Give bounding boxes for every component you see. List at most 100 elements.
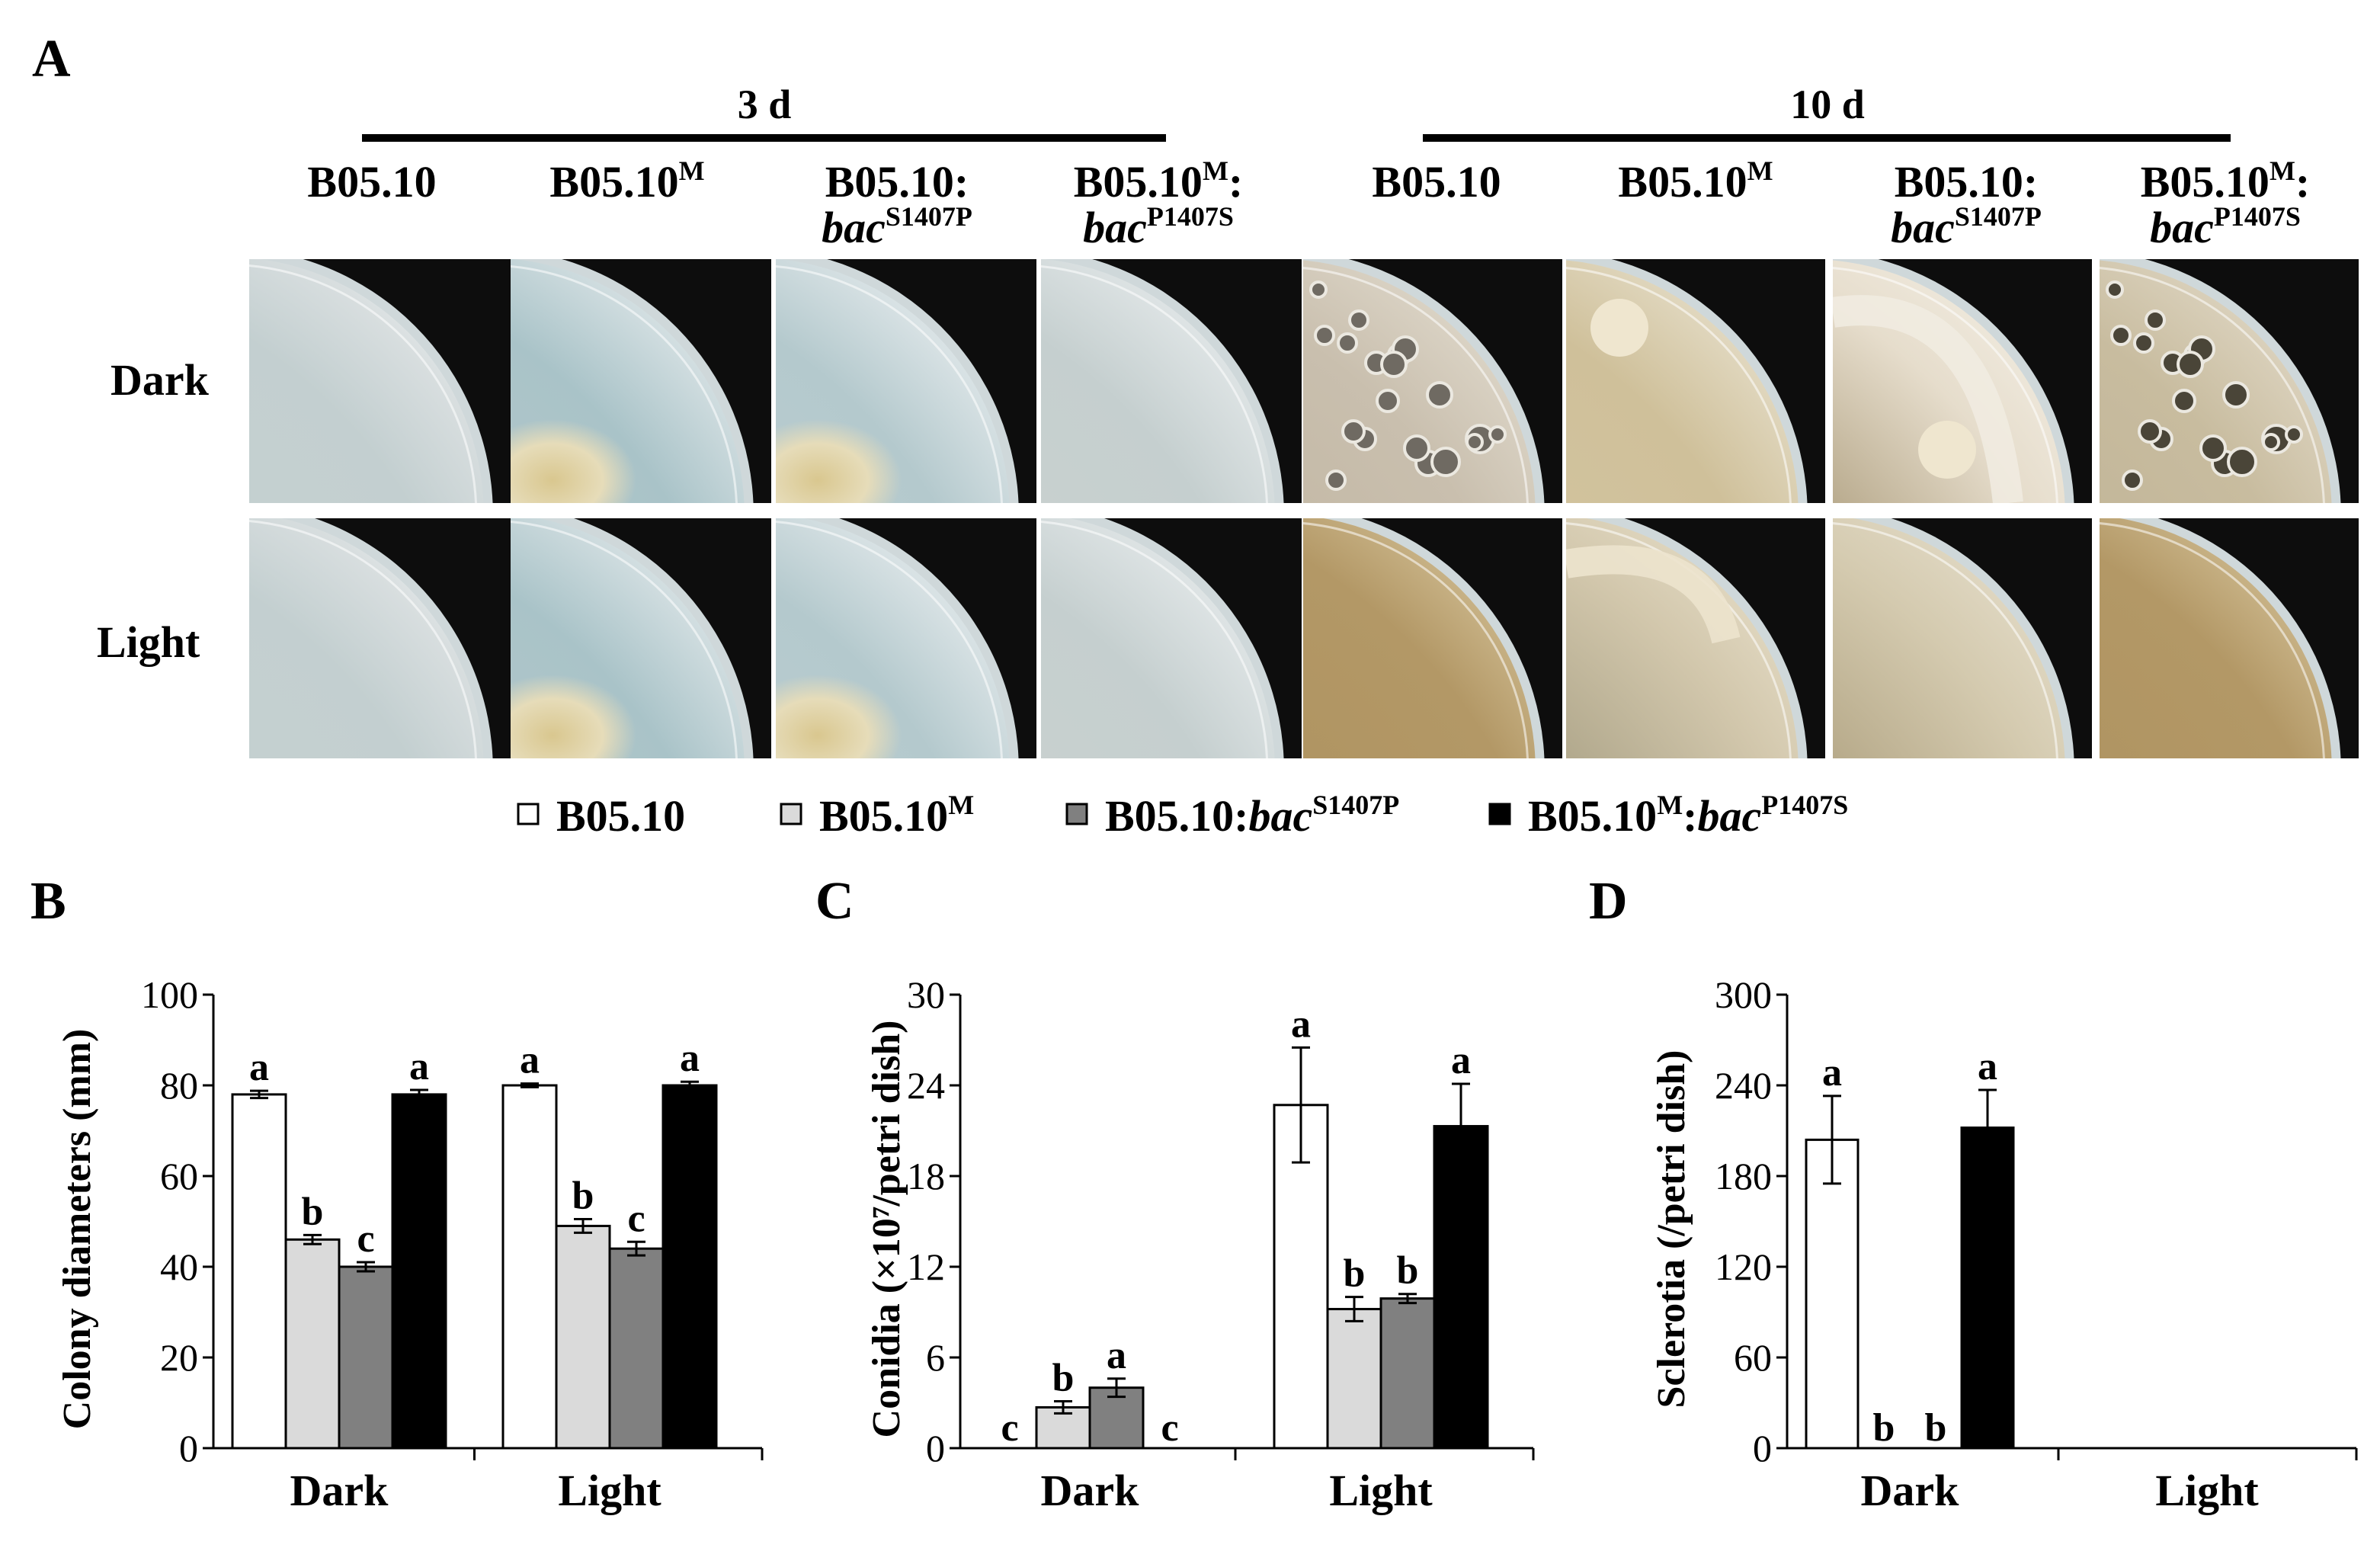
chart-panel-B: B 0 20 40 60 80 100 Colony diameters (mm) Dark a b… <box>30 872 764 1515</box>
significance-letter-C-dark-4: c <box>1161 1406 1178 1450</box>
petri-photo-dark-7 <box>1833 259 2092 503</box>
y-tick-label-C-1: 6 <box>926 1336 945 1379</box>
x-category-label-C-light: Light <box>1329 1466 1433 1515</box>
petri-photo-light-7 <box>1833 518 2092 758</box>
strain-header-line2-3d-3: bacS1407P <box>822 201 972 252</box>
y-tick-label-D-5: 300 <box>1715 973 1772 1016</box>
timepoint-label-10d: 10 d <box>1790 82 1865 127</box>
petri-photo-dark-4 <box>1041 259 1302 503</box>
petri-dish-photos <box>249 259 2359 758</box>
legend-swatch-2 <box>780 803 802 825</box>
significance-letter-C-light-2: b <box>1344 1252 1366 1296</box>
y-tick-label-D-1: 60 <box>1734 1336 1772 1379</box>
y-tick-label-D-4: 240 <box>1715 1064 1772 1107</box>
petri-photo-light-2 <box>511 518 771 758</box>
x-category-label-B-light: Light <box>558 1466 661 1515</box>
significance-letter-B-light-4: a <box>680 1037 700 1080</box>
strain-header-3d-3: B05.10: <box>825 157 969 207</box>
y-axis-label-C: Conidia (×10⁷/petri dish) <box>865 1021 908 1438</box>
strain-header-line2-10d-3: bacS1407P <box>1891 201 2042 252</box>
bar-B-light-2 <box>555 1224 611 1450</box>
significance-letter-B-light-3: c <box>627 1197 645 1240</box>
y-tick-label-D-3: 180 <box>1715 1155 1772 1197</box>
x-category-label-D-light: Light <box>2155 1466 2259 1515</box>
legend-label-3: B05.10:bacS1407P <box>1105 790 1399 841</box>
petri-photo-light-6 <box>1566 518 1825 758</box>
strain-header-3d-1: B05.10 <box>307 157 436 207</box>
timepoint-bar-3d <box>362 134 1166 142</box>
bar-B-light-1 <box>501 1084 558 1450</box>
timepoint-label-3d: 3 d <box>738 82 792 127</box>
y-tick-label-B-0: 0 <box>179 1427 198 1469</box>
panel-letter-C: C <box>815 872 854 931</box>
chart-panel-D: D 0 60 120 180 240 300 Sclerotia (/petri dish) D… <box>1589 872 2358 1515</box>
legend: B05.10 B05.10M B05.10:bacS1407P B05.10M:bac… <box>517 790 1848 841</box>
strain-header-10d-4: B05.10M: <box>2141 155 2311 207</box>
significance-letter-D-dark-4: a <box>1978 1045 1997 1088</box>
bar-C-light-3 <box>1379 1297 1436 1450</box>
y-axis-label-D: Sclerotia (/petri dish) <box>1650 1050 1693 1409</box>
significance-letter-B-light-2: b <box>572 1175 594 1218</box>
panel-letter-D: D <box>1589 872 1628 931</box>
y-tick-label-B-3: 60 <box>160 1155 198 1197</box>
chart-panel-C: C 0 6 12 18 24 30 Conidia (×10⁷/petri dish) Dark… <box>815 872 1535 1515</box>
legend-label-4: B05.10M:bacP1407S <box>1528 790 1848 841</box>
y-tick-label-C-5: 30 <box>907 973 945 1016</box>
y-tick-label-B-2: 40 <box>160 1245 198 1288</box>
bar-B-light-4 <box>661 1084 718 1450</box>
significance-letter-B-dark-3: c <box>357 1217 374 1261</box>
y-tick-label-B-1: 20 <box>160 1336 198 1379</box>
strain-headers: B05.10 B05.10M B05.10:bacS1407PB05.10M:bac… <box>307 155 2310 252</box>
row-label-dark: Dark <box>111 355 210 405</box>
panel-a-letter: A <box>32 30 71 88</box>
bar-B-dark-4 <box>391 1093 447 1450</box>
significance-letter-C-light-1: a <box>1291 1002 1311 1046</box>
y-tick-label-B-5: 100 <box>141 973 198 1016</box>
x-category-label-D-dark: Dark <box>1861 1466 1960 1515</box>
significance-letter-C-light-4: a <box>1451 1039 1471 1082</box>
significance-letter-C-light-3: b <box>1397 1249 1419 1293</box>
petri-photo-dark-1 <box>249 259 511 503</box>
petri-photo-dark-5 <box>1303 259 1562 503</box>
bar-B-dark-2 <box>284 1238 341 1450</box>
timepoint-bar-10d <box>1423 134 2231 142</box>
significance-letter-B-dark-4: a <box>409 1045 429 1088</box>
strain-header-10d-1: B05.10 <box>1372 157 1501 207</box>
bar-B-light-3 <box>608 1247 665 1450</box>
petri-photo-light-4 <box>1041 518 1302 758</box>
significance-letter-C-dark-3: a <box>1107 1334 1126 1377</box>
y-axis-label-B: Colony diameters (mm) <box>56 1029 99 1430</box>
significance-letter-D-dark-2: b <box>1873 1406 1895 1450</box>
petri-photo-dark-2 <box>511 259 771 503</box>
legend-swatch-3 <box>1065 803 1088 825</box>
y-tick-label-C-4: 24 <box>907 1064 945 1107</box>
significance-letter-D-dark-1: a <box>1822 1051 1842 1094</box>
petri-photo-dark-3 <box>776 259 1036 503</box>
bar-D-dark-1 <box>1805 1138 1859 1450</box>
petri-photo-light-5 <box>1303 518 1562 758</box>
petri-photo-light-1 <box>249 518 511 758</box>
petri-photo-dark-8 <box>2100 259 2359 503</box>
bar-B-dark-3 <box>338 1265 394 1450</box>
significance-letter-B-light-1: a <box>520 1039 540 1082</box>
y-tick-label-D-0: 0 <box>1753 1427 1772 1469</box>
significance-letter-C-dark-1: c <box>1001 1406 1018 1450</box>
bar-C-light-4 <box>1433 1125 1489 1450</box>
bar-D-dark-4 <box>1960 1127 2015 1450</box>
significance-letter-B-dark-1: a <box>249 1046 269 1089</box>
strain-header-line2-10d-4: bacP1407S <box>2150 201 2301 252</box>
strain-header-3d-4: B05.10M: <box>1074 155 1244 207</box>
petri-photo-light-3 <box>776 518 1036 758</box>
y-tick-label-C-2: 12 <box>907 1245 945 1288</box>
strain-header-3d-2: B05.10M <box>549 155 704 207</box>
legend-label-1: B05.10 <box>556 791 685 841</box>
x-category-label-B-dark: Dark <box>290 1466 389 1515</box>
panel-letter-B: B <box>30 872 66 931</box>
significance-letter-B-dark-2: b <box>302 1190 324 1233</box>
petri-photo-light-8 <box>2100 518 2359 758</box>
y-tick-label-C-3: 18 <box>907 1155 945 1197</box>
strain-header-line2-3d-4: bacP1407S <box>1083 201 1234 252</box>
legend-swatch-4 <box>1488 803 1511 825</box>
